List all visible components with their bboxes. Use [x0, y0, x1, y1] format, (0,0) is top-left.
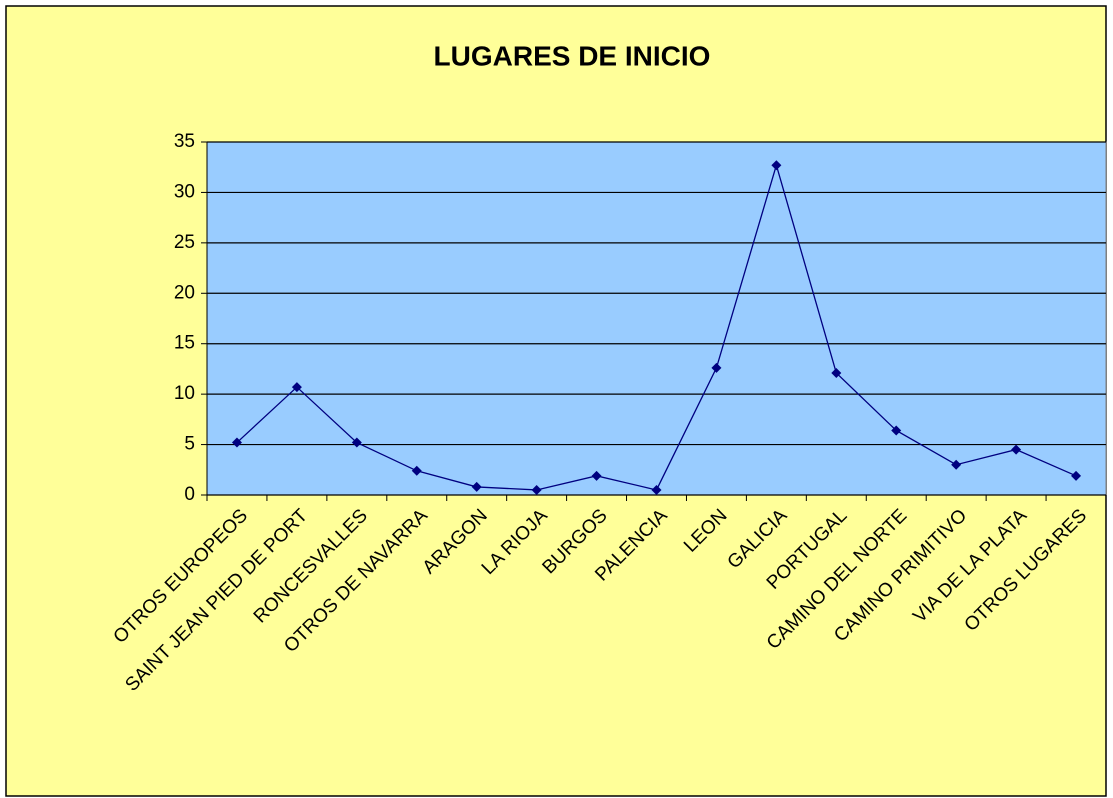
- marker: [651, 484, 662, 495]
- marker: [471, 481, 482, 492]
- y-tick-label: 35: [174, 131, 195, 152]
- plot-area: [206, 141, 1107, 496]
- marker: [1011, 444, 1022, 455]
- y-tick-label: 20: [174, 282, 195, 303]
- y-tick-label: 30: [174, 181, 195, 202]
- marker: [531, 484, 542, 495]
- y-tick-label: 25: [174, 232, 195, 253]
- chart-title: LUGARES DE INICIO: [434, 40, 711, 71]
- marker: [711, 362, 722, 373]
- marker: [891, 425, 902, 436]
- y-tick-label: 5: [184, 434, 195, 455]
- marker: [411, 465, 422, 476]
- marker: [591, 470, 602, 481]
- marker: [231, 437, 242, 448]
- y-tick-label: 15: [174, 333, 195, 354]
- marker: [1071, 470, 1082, 481]
- marker: [831, 367, 842, 378]
- y-tick-label: 10: [174, 383, 195, 404]
- marker: [771, 160, 782, 171]
- marker: [951, 459, 962, 470]
- marker: [351, 437, 362, 448]
- marker: [291, 382, 302, 393]
- y-tick-label: 0: [184, 484, 195, 505]
